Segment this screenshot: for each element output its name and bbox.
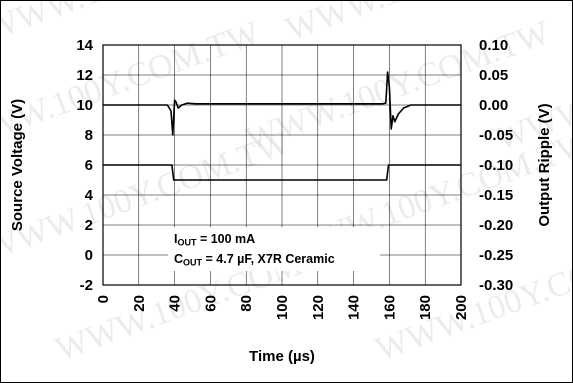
y-left-tick-label: 4 xyxy=(85,187,94,204)
tick-labels: 14121086420-20.100.050.00-0.05-0.10-0.15… xyxy=(76,37,513,320)
watermark-text: WWW.100Y.COM.TW xyxy=(371,224,572,369)
y-right-tick-label: -0.10 xyxy=(479,157,513,174)
y-left-tick-label: 8 xyxy=(85,127,93,144)
y-right-tick-label: -0.25 xyxy=(479,247,513,264)
y-right-tick-label: -0.30 xyxy=(479,277,513,294)
plot-area-border xyxy=(102,44,462,286)
annotation-box: IOUT = 100 mA COUT = 4.7 µF, X7R Ceramic xyxy=(168,227,380,271)
output-ripple-line xyxy=(103,71,461,136)
annotation-line-iout: IOUT = 100 mA xyxy=(174,232,255,248)
x-tick-label: 180 xyxy=(417,295,434,320)
series-layer xyxy=(103,71,461,181)
y-left-tick-label: 12 xyxy=(76,67,93,84)
y-left-tick-label: 14 xyxy=(76,37,93,54)
y-right-tick-label: -0.20 xyxy=(479,217,513,234)
x-tick-label: 200 xyxy=(453,295,470,320)
source-voltage-line xyxy=(103,164,461,181)
y-right-tick-label: 0.10 xyxy=(479,37,508,54)
y-right-tick-label: -0.05 xyxy=(479,127,513,144)
y-left-tick-label: -2 xyxy=(80,277,93,294)
x-tick-label: 60 xyxy=(202,295,219,312)
x-axis-label: Time (µs) xyxy=(249,348,315,365)
y-left-tick-label: 6 xyxy=(85,157,93,174)
y-right-tick-label: 0.00 xyxy=(479,97,508,114)
x-tick-label: 0 xyxy=(95,295,112,303)
x-tick-label: 80 xyxy=(238,295,255,312)
y-left-tick-label: 0 xyxy=(85,247,93,264)
watermark-text: WWW.100Y.COM.TW xyxy=(1,14,265,159)
y-left-tick-label: 2 xyxy=(85,217,93,234)
y-left-tick-label: 10 xyxy=(76,97,93,114)
y-axis-left-label: Source Voltage (V) xyxy=(9,99,26,231)
y-axis-right-label: Output Ripple (V) xyxy=(536,103,553,226)
x-tick-label: 140 xyxy=(346,295,363,320)
x-tick-label: 100 xyxy=(274,295,291,320)
y-right-tick-label: -0.15 xyxy=(479,187,513,204)
x-tick-label: 160 xyxy=(381,295,398,320)
x-tick-label: 120 xyxy=(310,295,327,320)
y-right-tick-label: 0.05 xyxy=(479,67,508,84)
x-tick-label: 40 xyxy=(167,295,184,312)
x-tick-label: 20 xyxy=(131,295,148,312)
annotation-line-cout: COUT = 4.7 µF, X7R Ceramic xyxy=(174,252,335,268)
annotation-background xyxy=(168,227,380,271)
